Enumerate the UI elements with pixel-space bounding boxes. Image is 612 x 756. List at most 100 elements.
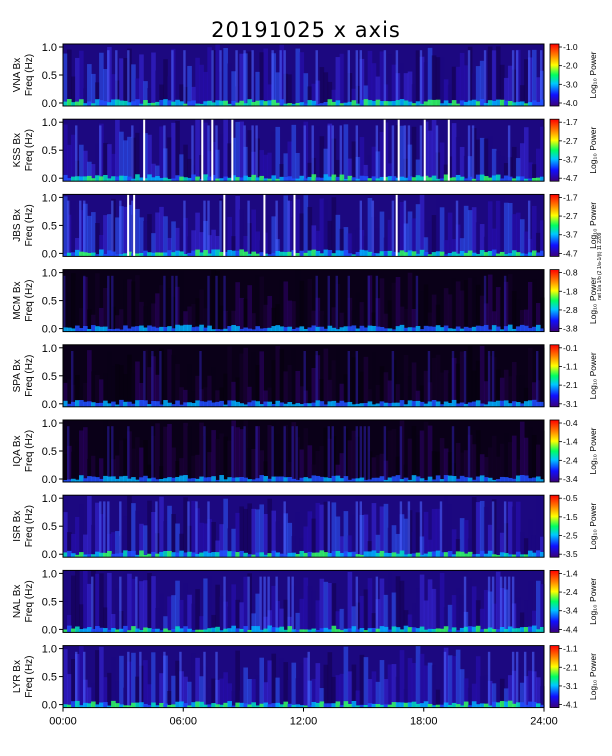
colorbar-tick-label: -0.1 <box>563 343 578 353</box>
texture-column <box>143 221 148 257</box>
texture-column <box>507 675 513 708</box>
low-freq-band <box>523 627 529 633</box>
y-tick-label: 0.0 <box>42 549 57 561</box>
low-freq-band <box>211 174 216 182</box>
low-freq-band <box>275 702 281 708</box>
low-freq-band <box>519 176 525 182</box>
low-freq-band <box>515 252 521 257</box>
texture-column <box>191 603 196 633</box>
texture-column <box>387 430 393 482</box>
texture-column <box>211 366 216 407</box>
texture-column <box>239 121 244 182</box>
texture-column <box>491 148 497 182</box>
activity-streak <box>283 50 286 106</box>
texture-column <box>123 687 128 708</box>
texture-column <box>91 314 96 332</box>
texture-column <box>347 440 353 482</box>
low-freq-band <box>527 478 533 482</box>
texture-column <box>187 65 192 106</box>
texture-column <box>339 228 345 257</box>
texture-column <box>243 576 248 633</box>
texture-column <box>387 664 393 708</box>
texture-column <box>275 72 281 106</box>
texture-column <box>299 280 305 332</box>
texture-column <box>123 573 128 633</box>
texture-column <box>263 513 269 558</box>
texture-column <box>499 290 505 332</box>
texture-column <box>87 64 92 106</box>
low-freq-band <box>267 327 273 332</box>
low-freq-band <box>199 401 204 407</box>
low-freq-band <box>99 627 104 633</box>
texture-column <box>139 217 144 257</box>
texture-column <box>91 371 96 407</box>
texture-column <box>379 578 385 633</box>
low-freq-band <box>207 100 212 106</box>
activity-streak <box>271 426 274 482</box>
low-freq-band <box>215 100 220 106</box>
texture-column <box>495 529 501 558</box>
texture-column <box>63 53 68 106</box>
low-freq-band <box>187 705 192 708</box>
texture-column <box>331 502 337 558</box>
activity-streak <box>127 426 130 482</box>
low-freq-band <box>335 250 341 257</box>
activity-streak <box>355 351 359 407</box>
activity-streak <box>143 351 146 407</box>
activity-streak <box>287 576 290 633</box>
low-freq-band <box>67 178 72 182</box>
activity-streak <box>119 200 122 257</box>
texture-column <box>155 293 160 332</box>
texture-column <box>387 163 393 182</box>
colorbar-label: Log₁₀ Power <box>588 578 598 625</box>
texture-column <box>351 88 357 106</box>
low-freq-band <box>367 100 373 106</box>
low-freq-band <box>443 475 449 482</box>
low-freq-band <box>75 700 80 708</box>
low-freq-band <box>443 626 449 633</box>
low-freq-band <box>295 553 301 558</box>
activity-streak <box>455 200 459 257</box>
activity-streak <box>311 125 314 182</box>
low-freq-band <box>263 628 269 633</box>
texture-column <box>523 127 529 182</box>
texture-column <box>283 599 289 633</box>
low-freq-band <box>431 479 437 482</box>
texture-column <box>339 608 345 633</box>
texture-column <box>407 438 413 482</box>
low-freq-band <box>283 327 289 332</box>
texture-column <box>75 57 80 106</box>
texture-column <box>123 438 128 482</box>
low-freq-band <box>231 400 236 407</box>
low-freq-band <box>119 100 124 106</box>
colorbar-tick-label: -1.5 <box>563 512 578 522</box>
texture-column <box>539 430 545 482</box>
texture-column <box>163 59 168 106</box>
low-freq-band <box>167 477 172 482</box>
texture-column <box>351 310 357 332</box>
low-freq-band <box>307 250 313 257</box>
low-freq-band <box>347 401 353 407</box>
low-freq-band <box>79 475 84 482</box>
texture-column <box>255 675 261 708</box>
low-freq-band <box>247 176 252 182</box>
activity-streak <box>483 275 487 332</box>
low-freq-band <box>119 329 124 332</box>
activity-streak <box>359 50 363 106</box>
low-freq-band <box>235 628 240 633</box>
texture-column <box>507 65 513 106</box>
low-freq-band <box>83 478 88 482</box>
texture-column <box>423 600 429 633</box>
texture-column <box>455 588 461 633</box>
low-freq-band <box>67 327 72 332</box>
texture-column <box>127 354 132 407</box>
texture-column <box>227 528 232 558</box>
texture-column <box>291 536 297 558</box>
texture-column <box>519 421 525 482</box>
low-freq-band <box>179 404 184 407</box>
low-freq-band <box>403 252 409 257</box>
texture-column <box>379 506 385 558</box>
texture-column <box>227 312 232 332</box>
texture-column <box>143 580 148 633</box>
